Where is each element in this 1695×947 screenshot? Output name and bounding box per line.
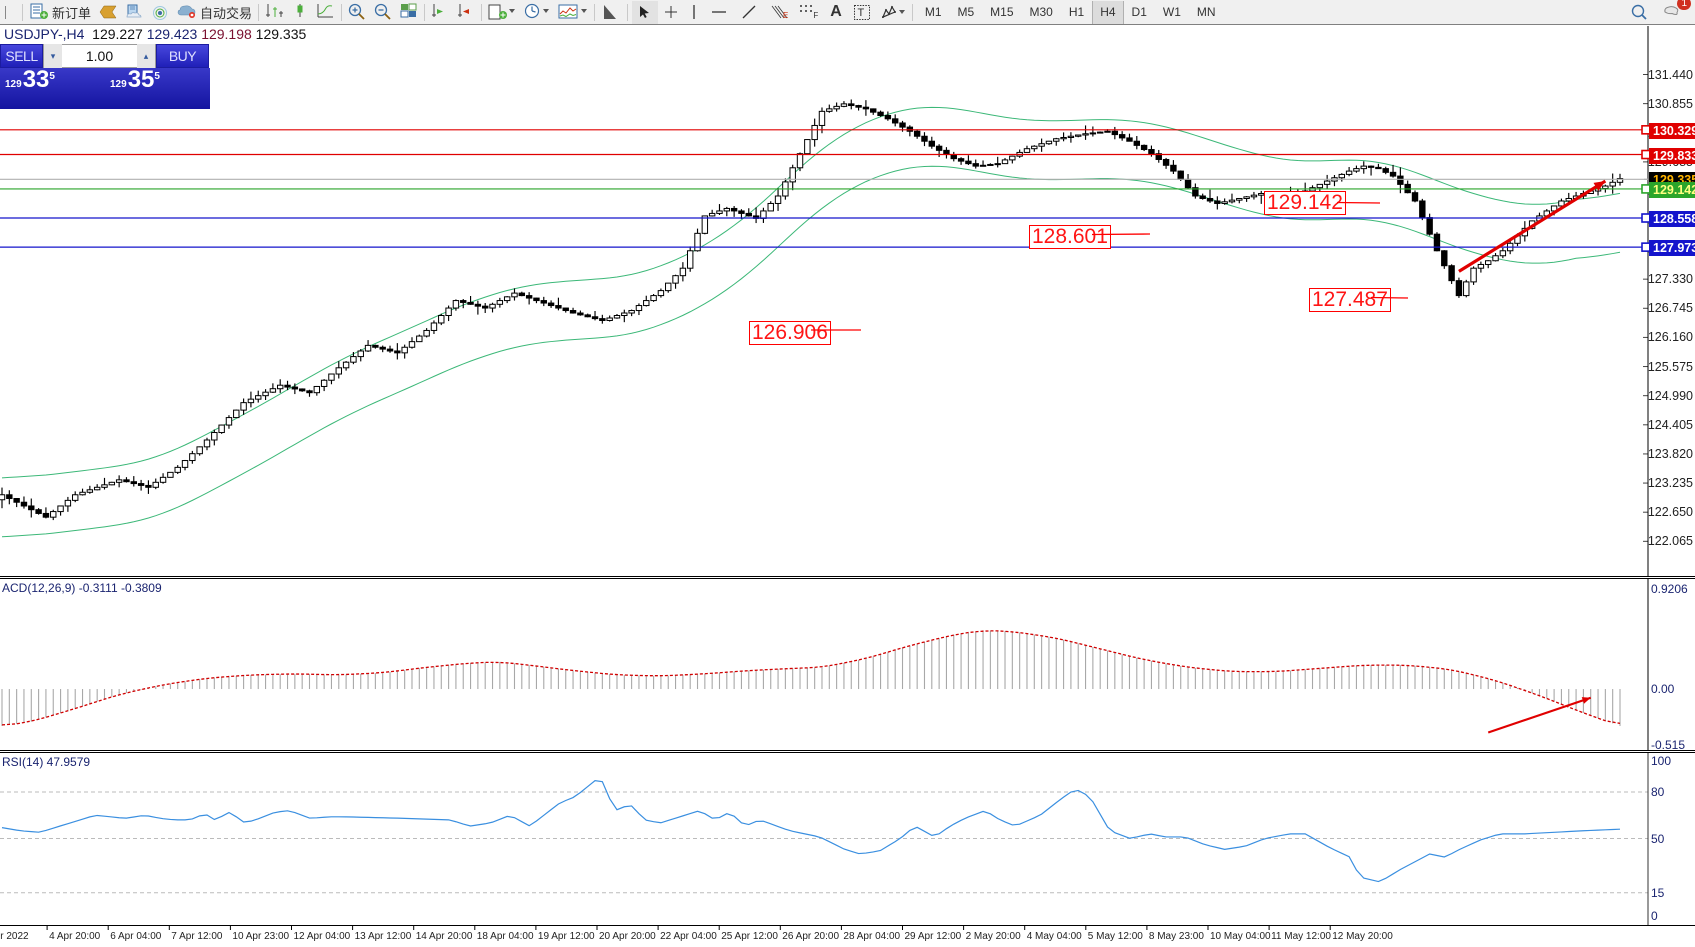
svg-text:T: T bbox=[857, 7, 864, 19]
